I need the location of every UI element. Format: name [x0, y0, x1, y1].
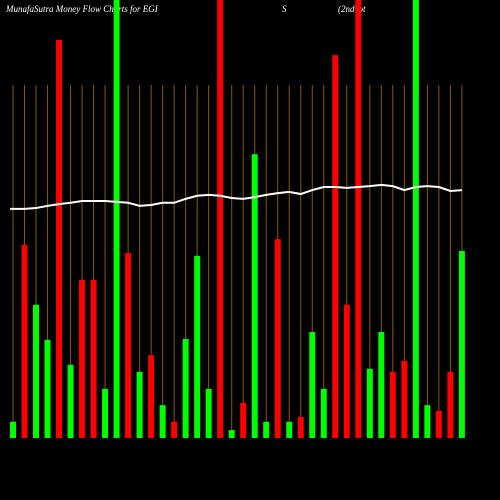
bar — [90, 279, 97, 438]
bar — [343, 304, 350, 438]
bar — [44, 339, 51, 438]
bar — [355, 0, 362, 438]
bar — [309, 332, 316, 438]
bar — [412, 0, 419, 438]
bar — [424, 405, 431, 438]
bar — [320, 388, 327, 438]
bar — [56, 39, 63, 438]
bar — [159, 405, 166, 438]
bar — [67, 364, 74, 438]
bar — [136, 371, 143, 438]
bar — [33, 304, 40, 438]
bar — [389, 371, 396, 438]
money-flow-line — [10, 183, 462, 210]
bar — [217, 0, 224, 438]
chart-title: MunafaSutra Money Flow Charts for EGI — [5, 4, 159, 14]
bar — [401, 360, 408, 438]
bar — [286, 421, 293, 438]
bar — [228, 430, 235, 438]
bar — [171, 421, 178, 438]
bar — [205, 388, 212, 438]
bar — [366, 368, 373, 438]
bar — [435, 410, 442, 438]
bar — [125, 253, 132, 438]
bar — [113, 0, 120, 438]
bar — [102, 388, 109, 438]
bar — [79, 279, 86, 438]
bar — [10, 421, 16, 438]
bar — [182, 339, 189, 438]
bar — [332, 55, 339, 439]
bar — [297, 416, 304, 438]
bar — [263, 421, 270, 438]
bar — [458, 250, 465, 438]
chart-title-part: (2ndvot — [338, 4, 366, 14]
bar — [274, 239, 281, 438]
bar — [21, 244, 28, 438]
bar — [447, 371, 454, 438]
bar — [251, 154, 258, 438]
bar — [240, 402, 247, 438]
chart-title-part: S — [282, 4, 287, 14]
bar — [194, 255, 201, 438]
bar — [378, 332, 385, 438]
bar — [148, 355, 155, 438]
